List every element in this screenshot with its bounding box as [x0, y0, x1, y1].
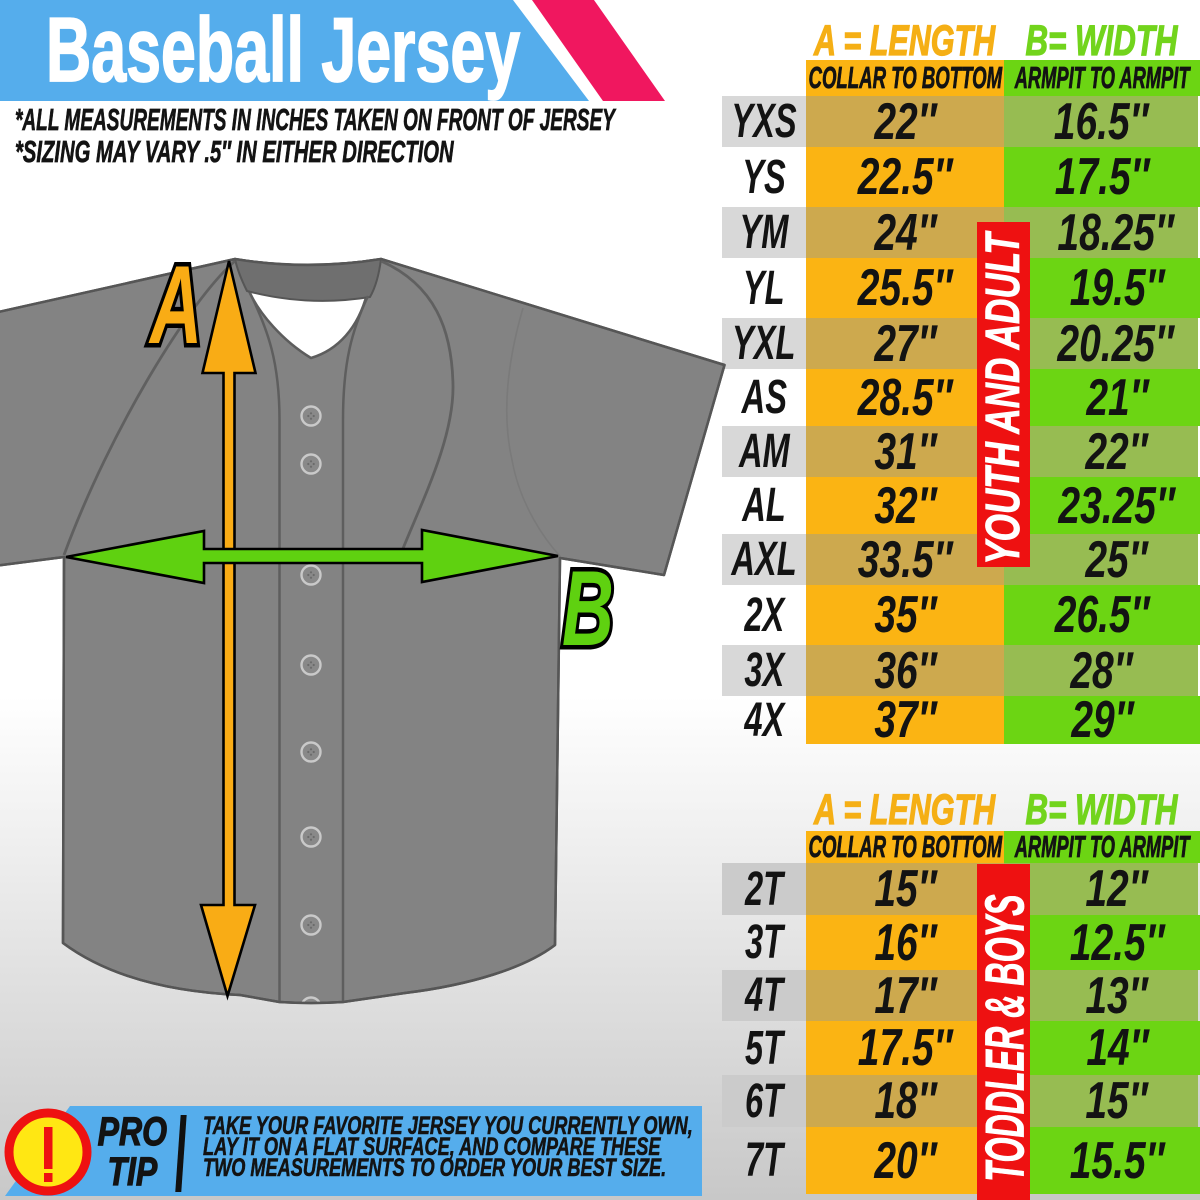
svg-text:A: A — [148, 242, 202, 367]
svg-text:B: B — [562, 550, 614, 669]
